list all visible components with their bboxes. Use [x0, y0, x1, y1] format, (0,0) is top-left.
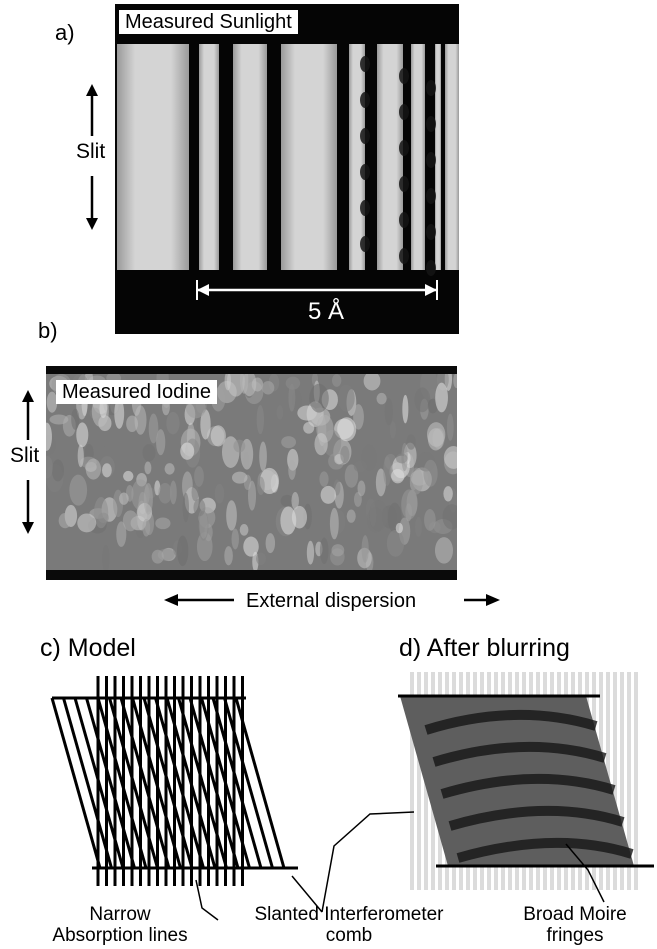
- callout-slanted-line1: Slanted Interferometer: [254, 904, 444, 925]
- callout-slanted-line2: comb: [325, 925, 373, 946]
- callout-moire-line1: Broad Moire: [523, 904, 627, 925]
- slit-label-b: Slit: [10, 444, 40, 467]
- blurred-fringes-graphic: [398, 672, 654, 890]
- dispersion-label: External dispersion: [246, 590, 417, 612]
- iodine-spectrum-graphic: [46, 366, 457, 580]
- callout-narrow-line2: Absorption lines: [52, 925, 188, 946]
- panel-a-letter: a): [55, 20, 75, 45]
- sunlight-image: [115, 4, 459, 334]
- iodine-label: Measured Iodine: [56, 380, 217, 404]
- callout-moire: Broad Moire fringes: [500, 904, 650, 946]
- panel-b-letter: b): [38, 318, 58, 343]
- sunlight-label: Measured Sunlight: [119, 10, 298, 34]
- slit-arrow-a: [82, 84, 102, 230]
- callout-narrow-lines: Narrow Absorption lines: [30, 904, 210, 946]
- dispersion-arrow-right: [464, 592, 500, 608]
- callout-narrow-line1: Narrow: [89, 904, 151, 925]
- callout-moire-line2: fringes: [546, 925, 604, 946]
- blurred-graphic: [396, 672, 656, 890]
- panel-c-heading: c) Model: [40, 634, 136, 662]
- scale-bar-label: 5 Å: [307, 298, 345, 325]
- panel-d-heading: d) After blurring: [399, 634, 570, 662]
- dispersion-arrow-left: [164, 592, 236, 608]
- callout-slanted-comb: Slanted Interferometer comb: [230, 904, 468, 946]
- iodine-image: [46, 366, 457, 580]
- model-graphic: [40, 676, 310, 888]
- sunlight-spectrum-graphic: [115, 4, 459, 334]
- model-lines-graphic: [50, 676, 298, 886]
- slit-arrow-b: [18, 390, 38, 534]
- slit-label-a: Slit: [76, 140, 106, 163]
